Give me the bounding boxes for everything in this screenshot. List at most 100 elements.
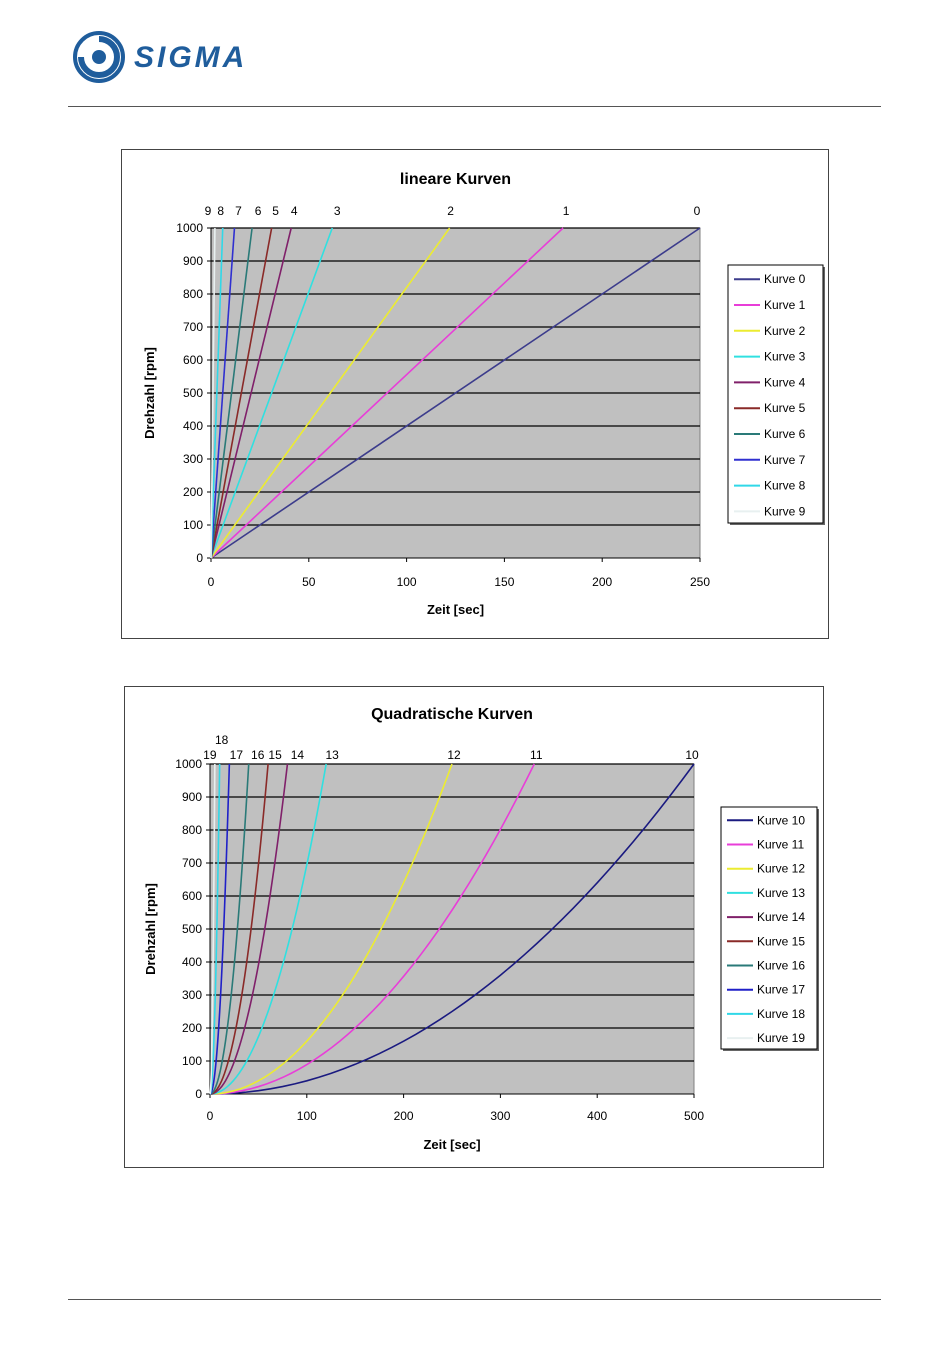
curve-end-label-13: 13	[325, 748, 339, 762]
series-line-14	[209, 763, 289, 1095]
y-tick-label: 400	[182, 955, 202, 969]
curve-end-label-18: 18	[215, 733, 229, 747]
curve-end-label-16: 16	[251, 748, 265, 762]
x-tick-label: 400	[587, 1109, 607, 1123]
y-tick-label: 500	[183, 386, 203, 400]
y-tick-label: 800	[182, 823, 202, 837]
y-axis-label: Drehzahl [rpm]	[142, 347, 157, 439]
series-line-19	[209, 763, 216, 1095]
curve-end-label-5: 5	[272, 204, 279, 218]
x-tick-label: 0	[208, 575, 215, 589]
legend-label: Kurve 18	[757, 1007, 805, 1021]
y-tick-label: 900	[182, 790, 202, 804]
x-axis-label: Zeit [sec]	[423, 1137, 480, 1152]
y-tick-label: 0	[196, 551, 203, 565]
curve-end-label-10: 10	[685, 748, 699, 762]
x-tick-label: 200	[394, 1109, 414, 1123]
quadratic-curves-chart: Quadratische Kurven 0 100 200 300 400 500 600 70…	[124, 686, 824, 1168]
y-axis-label: Drehzahl [rpm]	[143, 883, 158, 975]
y-tick-label: 100	[182, 1054, 202, 1068]
y-tick-label: 300	[182, 988, 202, 1002]
legend-label: Kurve 19	[757, 1031, 805, 1045]
y-tick-label: 600	[183, 353, 203, 367]
legend-label: Kurve 15	[757, 934, 805, 948]
x-tick-label: 50	[302, 575, 316, 589]
series-line-13	[209, 763, 327, 1095]
series-line-9	[210, 227, 216, 559]
y-tick-label: 300	[183, 452, 203, 466]
y-tick-label: 400	[183, 419, 203, 433]
legend-label: Kurve 12	[757, 862, 805, 876]
series-line-4	[210, 227, 292, 559]
curve-end-label-7: 7	[235, 204, 242, 218]
series-line-1	[210, 227, 564, 559]
legend-label: Kurve 5	[764, 401, 806, 415]
series-line-7	[210, 227, 236, 559]
curve-end-label-3: 3	[334, 204, 341, 218]
quadratic-curves-svg: Quadratische Kurven010020030040050060070…	[143, 706, 819, 1152]
x-tick-label: 100	[397, 575, 417, 589]
curve-end-label-14: 14	[291, 748, 305, 762]
y-tick-label: 700	[183, 320, 203, 334]
series-line-11	[209, 763, 535, 1095]
legend-label: Kurve 4	[764, 375, 806, 389]
legend-box	[720, 806, 818, 1050]
y-tick-label: 500	[182, 922, 202, 936]
x-tick-label: 100	[297, 1109, 317, 1123]
brand-text: SIGMA	[134, 41, 247, 74]
curve-end-label-8: 8	[217, 204, 224, 218]
x-tick-label: 250	[690, 575, 710, 589]
series-line-5	[210, 227, 273, 559]
series-line-16	[209, 763, 250, 1095]
legend-label: Kurve 1	[764, 298, 806, 312]
curve-end-label-6: 6	[255, 204, 262, 218]
legend-label: Kurve 14	[757, 910, 805, 924]
curve-end-label-2: 2	[447, 204, 454, 218]
series-line-0	[210, 227, 701, 559]
curve-end-label-15: 15	[268, 748, 282, 762]
legend-label: Kurve 7	[764, 453, 806, 467]
linear-curves-svg: lineare Kurven01002003004005006007008009…	[142, 171, 825, 617]
curve-end-label-9: 9	[205, 204, 212, 218]
x-tick-label: 200	[592, 575, 612, 589]
legend-label: Kurve 0	[764, 272, 806, 286]
curve-end-label-1: 1	[563, 204, 570, 218]
legend-label: Kurve 9	[764, 504, 806, 518]
legend-label: Kurve 16	[757, 959, 805, 973]
y-tick-label: 900	[183, 254, 203, 268]
legend-label: Kurve 11	[757, 838, 804, 852]
footer-rule	[68, 1299, 881, 1300]
curve-end-label-17: 17	[230, 748, 244, 762]
legend-label: Kurve 10	[757, 813, 805, 827]
chart-title: lineare Kurven	[400, 171, 511, 188]
y-tick-label: 700	[182, 856, 202, 870]
x-tick-label: 500	[684, 1109, 704, 1123]
curve-end-label-4: 4	[291, 204, 298, 218]
y-tick-label: 1000	[175, 757, 202, 771]
curve-end-label-12: 12	[447, 748, 461, 762]
series-line-15	[209, 763, 269, 1095]
series-line-2	[210, 227, 451, 559]
header-rule	[68, 106, 881, 107]
series-line-17	[209, 763, 231, 1095]
legend-label: Kurve 8	[764, 479, 806, 493]
series-line-6	[210, 227, 253, 559]
y-tick-label: 1000	[176, 221, 203, 235]
curve-end-label-11: 11	[530, 748, 543, 762]
y-tick-label: 200	[183, 485, 203, 499]
legend-label: Kurve 17	[757, 983, 805, 997]
series-line-10	[209, 763, 695, 1095]
series-line-12	[209, 763, 453, 1095]
x-axis-label: Zeit [sec]	[427, 602, 484, 617]
y-tick-label: 100	[183, 518, 203, 532]
series-line-3	[210, 227, 334, 559]
y-tick-label: 0	[195, 1087, 202, 1101]
x-tick-label: 300	[490, 1109, 510, 1123]
legend-label: Kurve 6	[764, 427, 806, 441]
legend-label: Kurve 2	[764, 324, 806, 338]
sigma-logo: SIGMA	[73, 31, 247, 83]
curve-end-label-19: 19	[203, 748, 217, 762]
x-tick-label: 150	[494, 575, 514, 589]
